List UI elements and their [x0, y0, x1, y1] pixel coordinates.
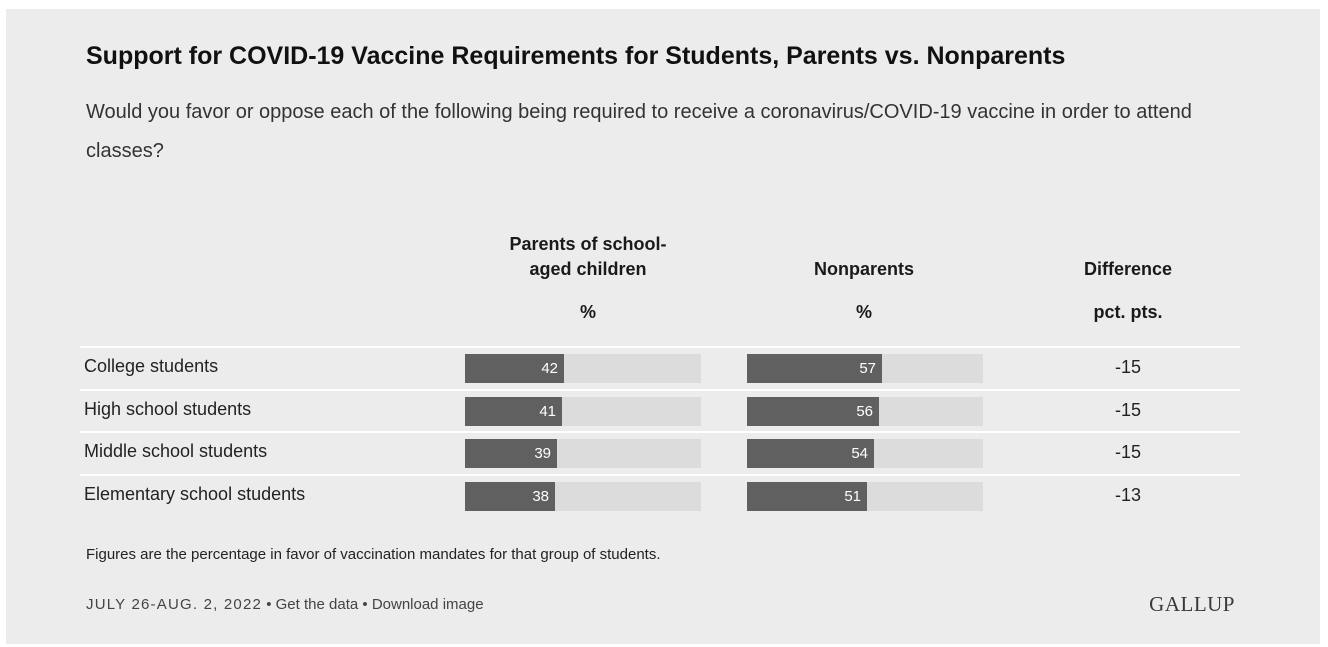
parents-bar	[465, 481, 555, 511]
row-divider	[80, 431, 1240, 433]
parents-unit-label: %	[579, 302, 596, 322]
row-label: Elementary school students	[84, 483, 306, 504]
nonparents-bar	[747, 396, 879, 426]
bar-value-label: 41	[539, 402, 556, 420]
row-divider	[80, 346, 1240, 348]
parents-column-header: Parents of school- aged children	[468, 232, 708, 282]
bar-value-label: 57	[859, 360, 876, 377]
difference-value: -15	[1114, 357, 1141, 377]
nonparents-bar-track: 57	[747, 354, 983, 383]
nonparents-bar-track: 54	[747, 439, 983, 468]
row-divider	[80, 473, 1240, 476]
get-data-link[interactable]: Get the data	[275, 596, 359, 613]
nonparents-bar	[747, 354, 882, 383]
chart-footer: JULY 26-AUG. 2, 2022 • Get the data • Do…	[86, 596, 484, 613]
footer-separator: •	[362, 596, 368, 613]
chart-subtitle: Would you favor or oppose each of the fo…	[86, 101, 1192, 162]
bar-value-label: 39	[534, 445, 551, 462]
nonparents-unit-label: %	[855, 302, 872, 322]
parents-bar	[465, 396, 562, 426]
bar-value-label: 54	[851, 445, 868, 462]
download-image-link[interactable]: Download image	[371, 596, 484, 613]
row-label: Middle school students	[84, 441, 268, 461]
date-range: JULY 26-AUG. 2, 2022	[86, 596, 263, 613]
nonparents-bar-track: 51	[747, 481, 983, 511]
parents-bar	[465, 439, 557, 468]
row-label: High school students	[84, 398, 252, 419]
bar-value-label: 38	[532, 487, 549, 505]
difference-column-header: Difference	[1083, 259, 1173, 279]
difference-unit-label: pct. pts.	[1093, 302, 1163, 322]
difference-value: -15	[1114, 442, 1141, 462]
row-label: College students	[84, 356, 219, 376]
parents-header-line1: Parents of school-	[509, 234, 667, 254]
nonparents-column-header: Nonparents	[813, 259, 914, 279]
parents-bar-track: 38	[465, 481, 701, 511]
row-divider	[80, 388, 1240, 391]
difference-value: -13	[1114, 484, 1141, 505]
footer-separator: •	[266, 596, 272, 613]
footnote: Figures are the percentage in favor of v…	[86, 546, 661, 563]
bar-value-label: 51	[844, 487, 861, 505]
parents-bar-track: 39	[465, 439, 701, 468]
nonparents-bar	[747, 481, 867, 511]
nonparents-bar-track: 56	[747, 396, 983, 426]
parents-header-line2: aged children	[529, 259, 647, 279]
parents-bar-track: 41	[465, 396, 701, 426]
difference-value: -15	[1114, 399, 1141, 420]
chart-card	[6, 9, 1320, 644]
parents-bar-track: 42	[465, 354, 701, 383]
parents-bar	[465, 354, 564, 383]
nonparents-bar	[747, 439, 874, 468]
bar-value-label: 42	[541, 360, 558, 377]
bar-value-label: 56	[856, 402, 873, 420]
gallup-logo: GALLUP	[1149, 592, 1235, 616]
chart-title: Support for COVID-19 Vaccine Requirement…	[86, 42, 1066, 70]
